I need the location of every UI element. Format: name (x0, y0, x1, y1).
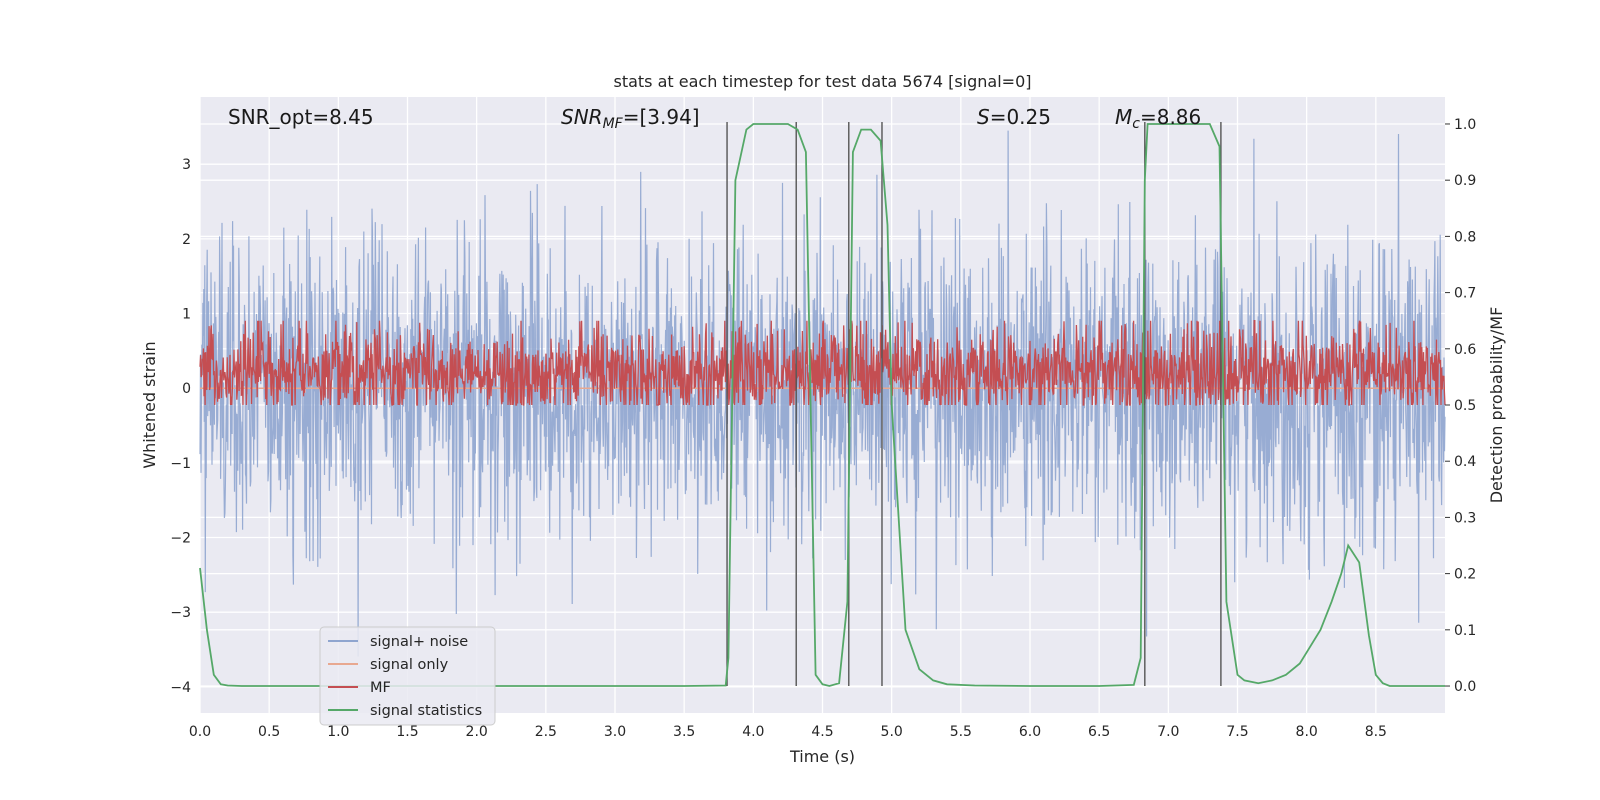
x-tick-label: 6.0 (1019, 724, 1041, 740)
y-tick-label-right: 1.0 (1454, 117, 1476, 133)
x-tick-label: 4.5 (811, 724, 833, 740)
legend: signal+ noise signal only MF signal statist… (319, 626, 496, 726)
x-tick-label: 4.0 (742, 724, 764, 740)
y-tick-label-right: 0.9 (1454, 173, 1476, 189)
y-tick-label-right: 0.4 (1454, 454, 1476, 470)
y-tick-label-right: 0.6 (1454, 342, 1476, 358)
legend-box (319, 626, 496, 726)
y-axis-label-left: Whitened strain (140, 341, 159, 468)
x-tick-label: 5.5 (950, 724, 972, 740)
y-tick-label-right: 0.2 (1454, 567, 1476, 583)
y-tick-label-left: 1 (182, 307, 191, 323)
annotation-mc: Mc=8.86 (1115, 105, 1201, 132)
x-tick-label: 5.0 (881, 724, 903, 740)
y-tick-label-right: 0.0 (1454, 679, 1476, 695)
annotations: SNR_opt=8.45 SNRMF=[3.94] S=0.25 Mc=8.86 (228, 105, 1201, 132)
x-tick-label: 0.0 (189, 724, 211, 740)
x-axis-label: Time (s) (789, 747, 855, 766)
x-tick-label: 0.5 (258, 724, 280, 740)
y-tick-label-left: −2 (170, 531, 191, 547)
legend-label: signal only (370, 657, 449, 673)
legend-label: signal+ noise (370, 634, 468, 650)
y-tick-label-left: −4 (170, 680, 191, 696)
chart-title: stats at each timestep for test data 567… (613, 72, 1031, 91)
y-tick-label-left: −1 (170, 456, 191, 472)
y-tick-label-right: 0.1 (1454, 623, 1476, 639)
x-tick-label: 7.0 (1157, 724, 1179, 740)
x-tick-label: 2.0 (466, 724, 488, 740)
y-tick-label-right: 0.3 (1454, 510, 1476, 526)
x-tick-label: 7.5 (1226, 724, 1248, 740)
annotation-snr-opt: SNR_opt=8.45 (228, 105, 374, 129)
legend-label: signal statistics (370, 703, 482, 719)
x-tick-label: 2.5 (535, 724, 557, 740)
y-tick-label-left: 2 (182, 232, 191, 248)
legend-label: MF (370, 680, 391, 696)
y-tick-label-right: 0.5 (1454, 398, 1476, 414)
x-tick-label: 6.5 (1088, 724, 1110, 740)
x-tick-label: 1.5 (396, 724, 418, 740)
x-tick-label: 1.0 (327, 724, 349, 740)
x-tick-label: 3.5 (673, 724, 695, 740)
y-tick-label-right: 0.8 (1454, 229, 1476, 245)
series-signal-noise-line (199, 130, 1446, 657)
y-tick-label-right: 0.7 (1454, 286, 1476, 302)
y-axis-ticks-right: 0.0 0.1 0.2 0.3 0.4 0.5 0.6 0.7 0.8 0.9 1.0 (1445, 117, 1476, 695)
y-tick-label-left: −3 (170, 605, 191, 621)
x-tick-label: 3.0 (604, 724, 626, 740)
y-axis-ticks-left: −4 −3 −2 −1 0 1 2 3 (170, 157, 191, 696)
y-tick-label-left: 0 (182, 381, 191, 397)
y-axis-label-right: Detection probability/MF (1487, 307, 1506, 504)
series-mf-line (199, 320, 1446, 406)
plot-area (199, 97, 1446, 713)
x-axis-ticks: 0.0 0.5 1.0 1.5 2.0 2.5 3.0 3.5 4.0 4.5 5.0 5.5 6.0 6… (189, 724, 1387, 740)
annotation-snr-mf: SNRMF=[3.94] (561, 105, 700, 132)
x-tick-label: 8.5 (1365, 724, 1387, 740)
y-tick-label-left: 3 (182, 157, 191, 173)
series-signal-statistics-line (199, 123, 1445, 687)
annotation-s: S=0.25 (977, 105, 1051, 129)
x-tick-label: 8.0 (1296, 724, 1318, 740)
